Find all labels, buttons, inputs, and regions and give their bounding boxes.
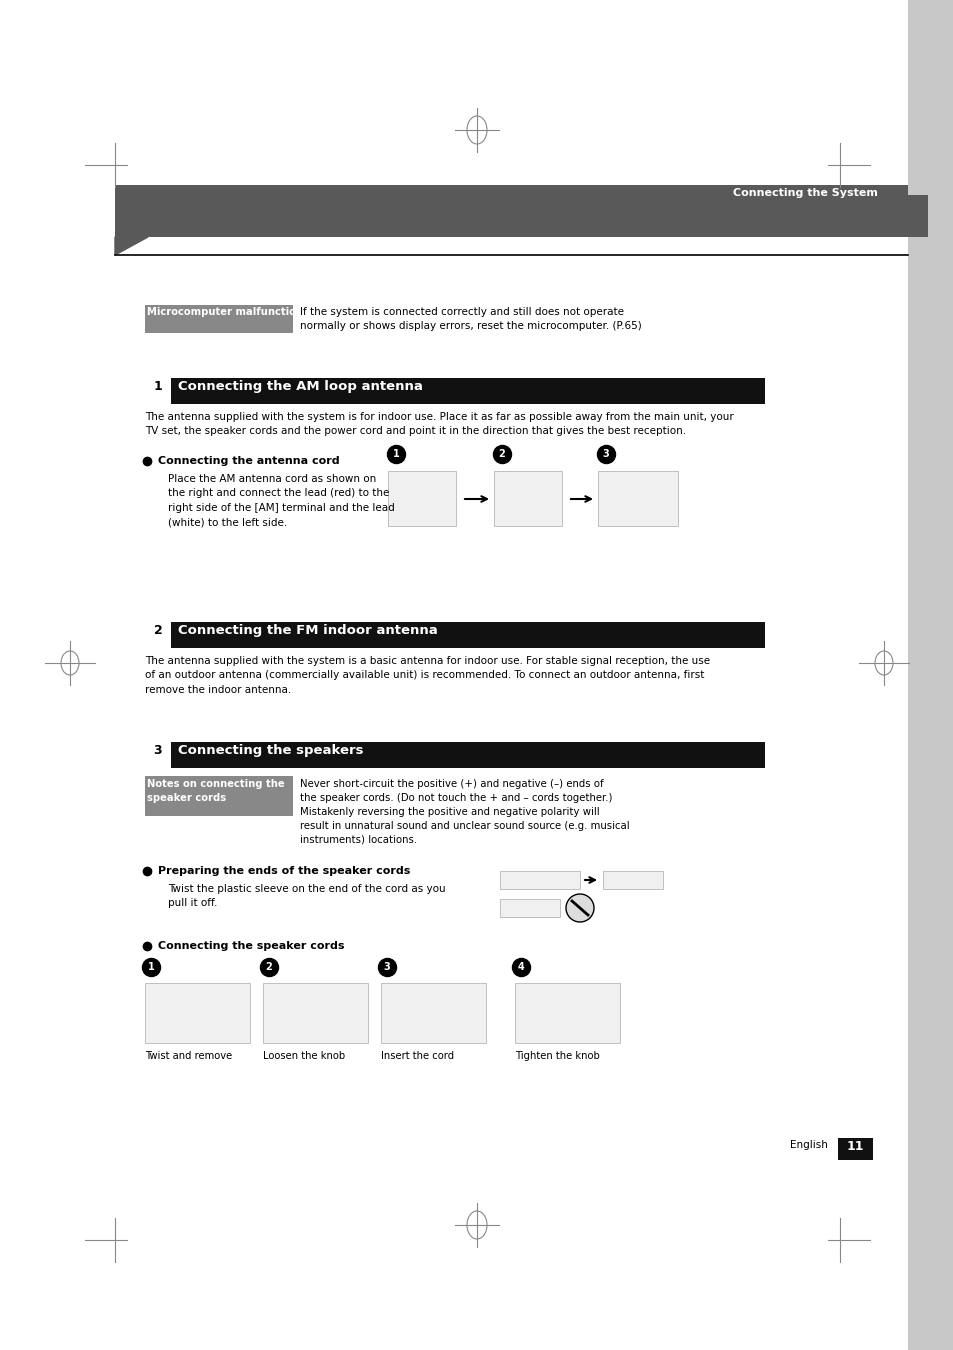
Text: 1: 1 (148, 963, 154, 972)
Bar (494, 471, 561, 526)
Bar (515, 983, 619, 1044)
Bar (380, 983, 485, 1044)
Bar (499, 899, 559, 917)
Text: The antenna supplied with the system is for indoor use. Place it as far as possi: The antenna supplied with the system is … (145, 412, 733, 436)
Text: Microcomputer malfunctions: Microcomputer malfunctions (147, 306, 309, 317)
Bar (145, 983, 250, 1044)
Text: Connecting the speaker cords: Connecting the speaker cords (158, 941, 344, 950)
Text: 1: 1 (393, 450, 399, 459)
Bar (145, 622, 764, 648)
Bar (145, 378, 171, 404)
Text: Twist and remove: Twist and remove (145, 1052, 232, 1061)
Text: Connecting the antenna cord: Connecting the antenna cord (158, 456, 339, 466)
Bar (145, 622, 171, 648)
Text: 11: 11 (845, 1139, 862, 1153)
Text: Place the AM antenna cord as shown on
the right and connect the lead (red) to th: Place the AM antenna cord as shown on th… (168, 474, 395, 528)
Text: If the system is connected correctly and still does not operate
normally or show: If the system is connected correctly and… (299, 306, 641, 331)
Bar (388, 471, 456, 526)
Text: Insert the cord: Insert the cord (380, 1052, 454, 1061)
Bar (907, 194, 927, 238)
Polygon shape (115, 238, 148, 255)
Text: 2: 2 (265, 963, 273, 972)
Text: 2: 2 (498, 450, 505, 459)
Text: Connecting the System: Connecting the System (732, 188, 877, 198)
Text: 3: 3 (602, 450, 609, 459)
Text: The antenna supplied with the system is a basic antenna for indoor use. For stab: The antenna supplied with the system is … (145, 656, 709, 695)
Bar (837, 1138, 872, 1160)
Text: Notes on connecting the
speaker cords: Notes on connecting the speaker cords (147, 779, 284, 803)
Text: Preparing the ends of the speaker cords: Preparing the ends of the speaker cords (158, 865, 410, 876)
Text: Connecting the speakers: Connecting the speakers (178, 744, 363, 757)
Bar (145, 305, 293, 333)
Text: Connecting the AM loop antenna: Connecting the AM loop antenna (178, 379, 422, 393)
Text: Tighten the knob: Tighten the knob (515, 1052, 599, 1061)
Text: 3: 3 (153, 744, 162, 757)
Text: Loosen the knob: Loosen the knob (263, 1052, 345, 1061)
Text: 2: 2 (153, 624, 162, 637)
Bar (145, 378, 764, 404)
Bar (907, 0, 953, 1350)
Bar (115, 185, 907, 238)
Bar (598, 471, 678, 526)
Text: 1: 1 (153, 379, 162, 393)
Bar (145, 743, 171, 768)
Bar (602, 871, 662, 890)
Text: 4: 4 (517, 963, 524, 972)
Text: Never short-circuit the positive (+) and negative (–) ends of
the speaker cords.: Never short-circuit the positive (+) and… (299, 779, 629, 845)
Bar (145, 776, 293, 815)
Text: Connecting the FM indoor antenna: Connecting the FM indoor antenna (178, 624, 437, 637)
Bar (145, 743, 764, 768)
Text: 3: 3 (383, 963, 390, 972)
Text: Twist the plastic sleeve on the end of the cord as you
pull it off.: Twist the plastic sleeve on the end of t… (168, 884, 445, 909)
Circle shape (565, 894, 594, 922)
Text: English: English (789, 1139, 827, 1150)
Bar (263, 983, 368, 1044)
Bar (499, 871, 579, 890)
